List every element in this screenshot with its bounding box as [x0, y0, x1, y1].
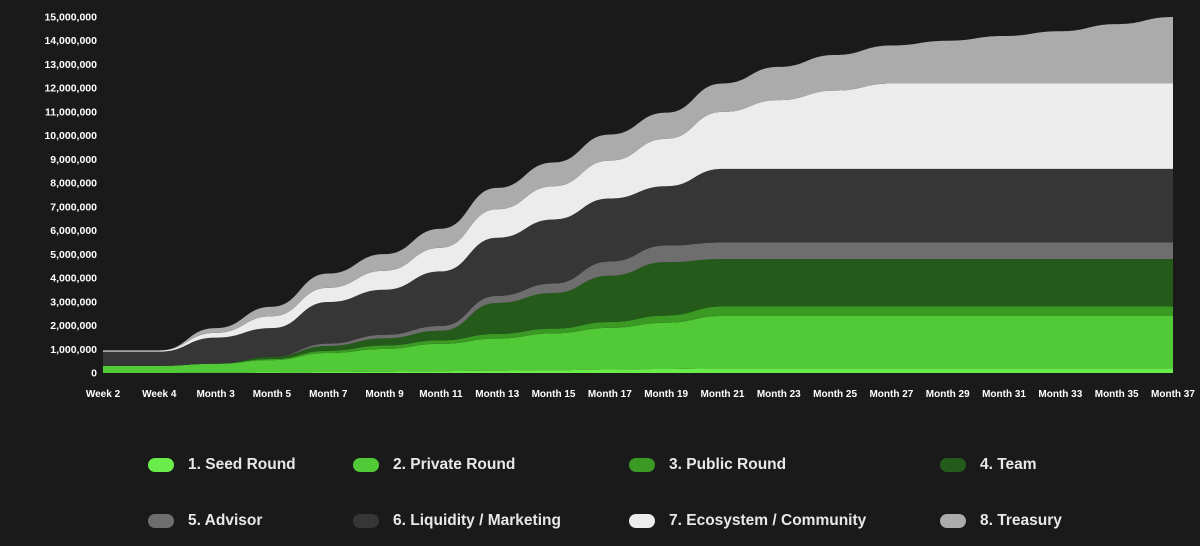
x-tick-label: Month 9: [365, 389, 404, 400]
x-tick-label: Month 35: [1095, 389, 1139, 400]
x-tick-label: Month 7: [309, 389, 348, 400]
area-series-5: [103, 242, 1173, 366]
y-tick-label: 13,000,000: [44, 59, 97, 71]
x-tick-label: Month 29: [926, 389, 970, 400]
y-tick-label: 1,000,000: [50, 344, 97, 356]
x-tick-label: Month 15: [532, 389, 576, 400]
y-tick-label: 4,000,000: [50, 273, 97, 285]
area-series-3: [103, 306, 1173, 366]
x-tick-label: Month 25: [813, 389, 857, 400]
y-axis: 0 1,000,000 2,000,000 3,000,000 4,000,000 5,0…: [44, 12, 97, 380]
area-series-6: [103, 168, 1173, 366]
x-tick-label: Month 13: [475, 389, 519, 400]
x-tick-label: Month 27: [869, 389, 913, 400]
x-tick-label: Month 21: [701, 389, 745, 400]
y-tick-label: 15,000,000: [44, 12, 97, 24]
y-tick-label: 7,000,000: [50, 201, 97, 213]
x-tick-label: Month 3: [196, 389, 235, 400]
x-tick-label: Month 33: [1038, 389, 1082, 400]
y-tick-label: 9,000,000: [50, 154, 97, 166]
area-series-7: [103, 83, 1173, 352]
y-tick-label: 6,000,000: [50, 225, 97, 237]
y-tick-label: 10,000,000: [44, 130, 97, 142]
area-series-8: [103, 17, 1173, 351]
x-tick-label: Month 17: [588, 389, 632, 400]
y-tick-label: 12,000,000: [44, 83, 97, 95]
y-tick-label: 5,000,000: [50, 249, 97, 261]
y-tick-label: 0: [91, 368, 97, 380]
y-tick-label: 8,000,000: [50, 178, 97, 190]
x-tick-label: Week 4: [142, 389, 177, 400]
area-series-1: [103, 368, 1173, 373]
y-tick-label: 14,000,000: [44, 35, 97, 47]
x-tick-label: Month 11: [419, 389, 463, 400]
y-tick-label: 3,000,000: [50, 296, 97, 308]
x-tick-label: Month 23: [757, 389, 801, 400]
series-areas: [103, 17, 1173, 373]
x-tick-label: Month 31: [982, 389, 1026, 400]
x-tick-label: Month 19: [644, 389, 688, 400]
x-tick-label: Month 37: [1151, 389, 1195, 400]
area-series-2: [103, 316, 1173, 373]
y-tick-label: 11,000,000: [45, 106, 97, 118]
x-tick-label: Week 2: [86, 389, 121, 400]
y-tick-label: 2,000,000: [50, 320, 97, 332]
x-axis: Week 2 Week 4 Month 3 Month 5 Month 7 Month 9…: [86, 389, 1196, 400]
area-series-4: [103, 259, 1173, 366]
x-tick-label: Month 5: [253, 389, 292, 400]
